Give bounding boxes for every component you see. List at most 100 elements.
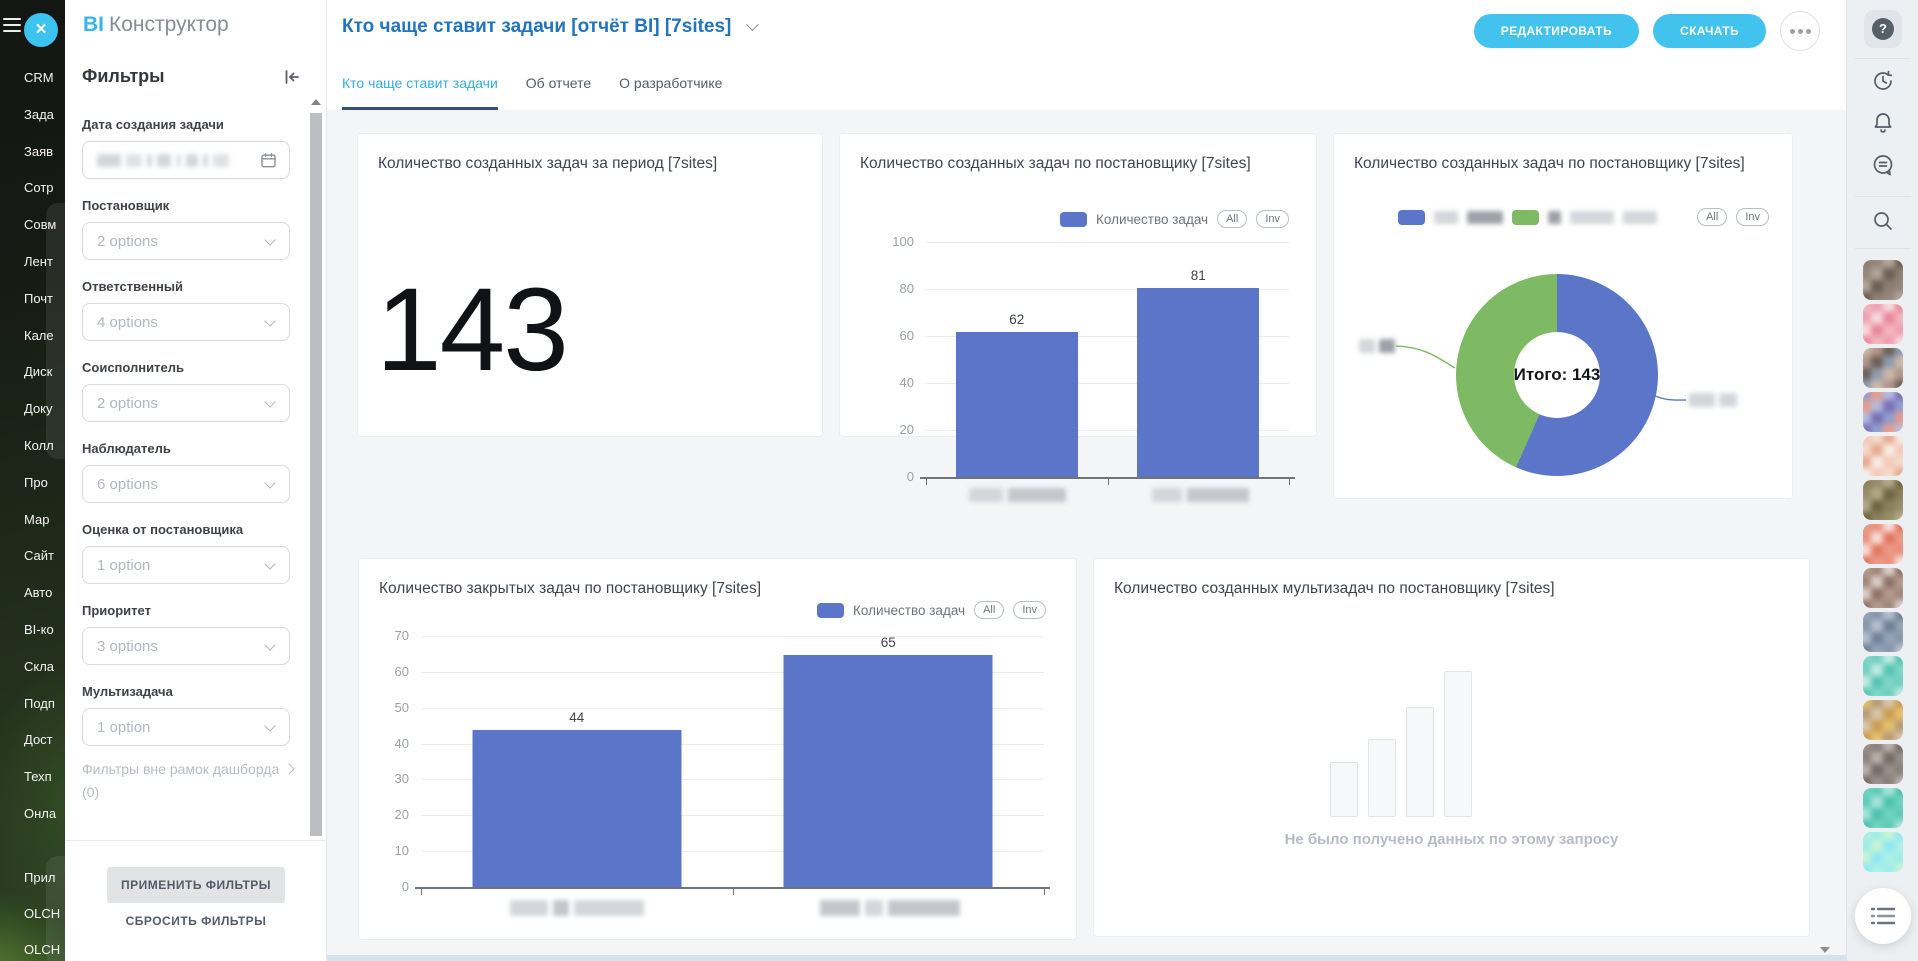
tab-about-report[interactable]: Об отчете — [525, 75, 592, 91]
avatar[interactable] — [1863, 524, 1903, 564]
sidebar-item-сайт[interactable]: Сайт — [24, 548, 54, 564]
calendar-icon — [261, 153, 276, 168]
tab-who-creates-tasks[interactable]: Кто чаще ставит задачи — [342, 56, 498, 110]
time-tracking-icon[interactable] — [1868, 66, 1898, 96]
sidebar-item-заяв[interactable]: Заяв — [24, 143, 54, 159]
download-button[interactable]: СКАЧАТЬ — [1653, 14, 1766, 48]
app-sidebar: × CRM Зада Заяв Сотр Совм Лент Почт Кале Диск Док… — [0, 0, 65, 961]
sidebar-item-авто[interactable]: Авто — [24, 585, 53, 601]
filter-select[interactable]: 4 options — [82, 303, 290, 341]
legend-pill-inv[interactable]: Inv — [1256, 210, 1289, 228]
sidebar-item-мар[interactable]: Мар — [24, 511, 50, 527]
legend-pill-inv[interactable]: Inv — [1736, 208, 1769, 226]
donut-chart[interactable] — [1456, 274, 1658, 476]
chevron-right-icon[interactable] — [283, 763, 295, 775]
bar-series-2[interactable]: 65 — [783, 635, 993, 888]
gridline: 40 — [395, 736, 1044, 751]
edit-button[interactable]: РЕДАКТИРОВАТЬ — [1473, 14, 1639, 48]
sidebar-item-прил[interactable]: Прил — [24, 870, 56, 885]
avatar[interactable] — [1863, 700, 1903, 740]
avatar[interactable] — [1863, 436, 1903, 476]
sidebar-item-зада[interactable]: Зада — [24, 106, 54, 122]
bar-series-1[interactable]: 62 — [955, 312, 1078, 478]
chat-icon[interactable] — [1868, 150, 1898, 180]
sidebar-item-olch[interactable]: OLCH — [24, 906, 61, 921]
sidebar-group-highlight-bottom — [46, 856, 65, 961]
divider — [1855, 248, 1911, 249]
outer-filters-link[interactable]: Фильтры вне рамок дашборда (0) — [82, 761, 280, 801]
filter-select[interactable]: 2 options — [82, 384, 290, 422]
chevron-down-icon — [264, 558, 276, 570]
avatar[interactable] — [1863, 480, 1903, 520]
sidebar-item-доку[interactable]: Доку — [24, 401, 53, 417]
filter-select-value: 1 option — [97, 556, 151, 574]
sidebar-item-лент[interactable]: Лент — [24, 253, 53, 269]
y-axis-tick-label: 60 — [899, 328, 914, 343]
avatar[interactable] — [1863, 568, 1903, 608]
scroll-down-arrow-icon[interactable] — [1820, 947, 1830, 953]
reset-filters-button[interactable]: СБРОСИТЬ ФИЛЬТРЫ — [65, 914, 327, 928]
gridline: 80 — [900, 281, 1289, 296]
filter-label: Приоритет — [82, 603, 151, 618]
bar-series-2[interactable]: 81 — [1137, 268, 1260, 478]
legend-pill-all[interactable]: All — [1697, 208, 1728, 226]
filter-select[interactable]: 1 option — [82, 546, 290, 584]
horizontal-scrollbar[interactable] — [327, 955, 1846, 961]
date-range-input[interactable] — [82, 141, 290, 179]
bell-icon[interactable] — [1868, 108, 1898, 138]
legend-pill-inv[interactable]: Inv — [1013, 601, 1046, 619]
sidebar-item-совм[interactable]: Совм — [24, 217, 57, 233]
bar-value-label: 81 — [1190, 267, 1206, 283]
sidebar-item-bi-ко[interactable]: BI-ко — [24, 621, 54, 637]
legend-pill-all[interactable]: All — [974, 601, 1005, 619]
sidebar-item-диск[interactable]: Диск — [24, 364, 53, 380]
avatar[interactable] — [1863, 788, 1903, 828]
donut-label-redacted — [1689, 393, 1737, 407]
filter-select[interactable]: 1 option — [82, 708, 290, 746]
header-actions: РЕДАКТИРОВАТЬ СКАЧАТЬ — [1473, 11, 1820, 51]
sidebar-item-про[interactable]: Про — [24, 474, 48, 490]
hamburger-menu-icon[interactable] — [3, 18, 21, 32]
filter-select[interactable]: 2 options — [82, 222, 290, 260]
avatar[interactable] — [1863, 656, 1903, 696]
close-panel-button[interactable]: × — [24, 13, 58, 47]
bar-series-1[interactable]: 44 — [472, 710, 682, 888]
filter-select[interactable]: 3 options — [82, 627, 290, 665]
tab-about-developer[interactable]: О разработчике — [619, 75, 723, 91]
more-options-button[interactable] — [1780, 11, 1820, 51]
avatar[interactable] — [1863, 348, 1903, 388]
sidebar-item-онла[interactable]: Онла — [24, 805, 57, 821]
help-button[interactable]: ? — [1864, 10, 1902, 48]
sidebar-item-подп[interactable]: Подп — [24, 695, 55, 711]
filter-scrollbar-thumb[interactable] — [310, 113, 322, 836]
collapse-panel-icon[interactable] — [283, 68, 301, 86]
sidebar-item-скла[interactable]: Скла — [24, 658, 55, 674]
avatar[interactable] — [1863, 612, 1903, 652]
sidebar-item-почт[interactable]: Почт — [24, 290, 54, 306]
sidebar-item-crm[interactable]: CRM — [24, 70, 54, 85]
sidebar-item-сотр[interactable]: Сотр — [24, 180, 54, 196]
sidebar-item-техп[interactable]: Техп — [24, 769, 52, 785]
sidebar-item-колл[interactable]: Колл — [24, 437, 54, 453]
card-title: Количество созданных мультизадач по пост… — [1114, 580, 1555, 597]
search-icon[interactable] — [1868, 206, 1898, 236]
apply-filters-button[interactable]: ПРИМЕНИТЬ ФИЛЬТРЫ — [107, 867, 285, 903]
quick-menu-button[interactable] — [1855, 888, 1911, 944]
avatar[interactable] — [1863, 832, 1903, 872]
gridline: 50 — [395, 700, 1044, 715]
chevron-down-icon[interactable] — [746, 18, 760, 32]
legend-pill-all[interactable]: All — [1217, 210, 1248, 228]
avatar[interactable] — [1863, 260, 1903, 300]
dashboard: Количество созданных задач за период [7s… — [327, 110, 1846, 961]
scroll-up-arrow-icon[interactable] — [311, 99, 321, 105]
report-title[interactable]: Кто чаще ставит задачи [отчёт BI] [7site… — [342, 16, 760, 38]
sidebar-item-olch[interactable]: OLCH — [24, 942, 61, 957]
avatar[interactable] — [1863, 304, 1903, 344]
sidebar-item-дост[interactable]: Дост — [24, 732, 53, 748]
y-axis-tick-label: 0 — [906, 469, 914, 484]
gridline: 0 — [907, 469, 1289, 484]
sidebar-item-кале[interactable]: Кале — [24, 327, 54, 343]
avatar[interactable] — [1863, 392, 1903, 432]
filter-select[interactable]: 6 options — [82, 465, 290, 503]
avatar[interactable] — [1863, 744, 1903, 784]
